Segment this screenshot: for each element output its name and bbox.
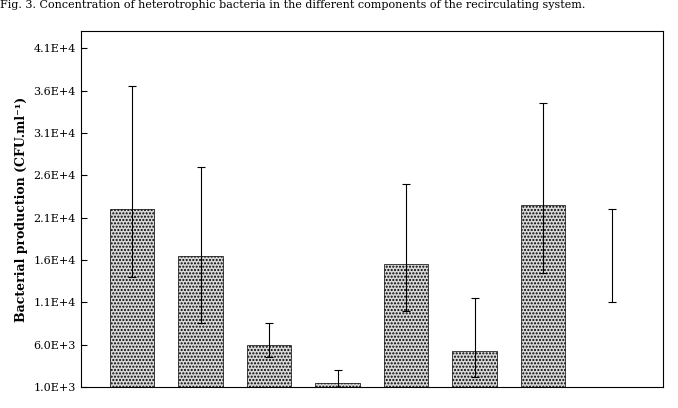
- Bar: [452, 351, 497, 387]
- Bar: [110, 209, 155, 387]
- Bar: [315, 383, 360, 387]
- Bar: [384, 264, 428, 387]
- Text: Fig. 3. Concentration of heterotrophic bacteria in the different components of t: Fig. 3. Concentration of heterotrophic b…: [0, 0, 585, 10]
- Y-axis label: Bacterial production (CFU.ml⁻¹): Bacterial production (CFU.ml⁻¹): [15, 97, 28, 322]
- Bar: [521, 205, 565, 387]
- Bar: [178, 256, 223, 387]
- Bar: [247, 345, 292, 387]
